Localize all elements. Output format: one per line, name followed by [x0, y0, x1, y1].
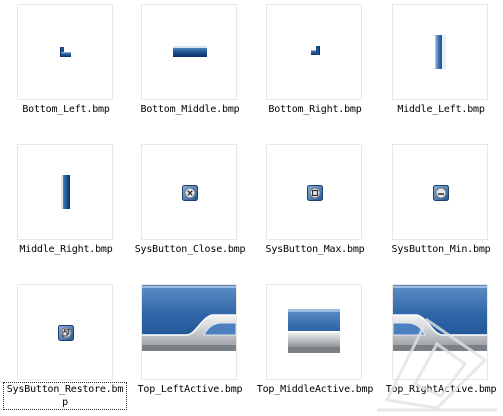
maximize-button-bitmap-icon [307, 185, 323, 201]
thumbnail-frame [141, 4, 237, 100]
file-tile[interactable]: Bottom_Middle.bmp [128, 0, 252, 136]
thumbnail-frame [266, 284, 362, 380]
thumbnail-frame [392, 4, 488, 100]
thumbnail-frame [392, 144, 488, 240]
top-middle-active-bitmap-icon [288, 309, 340, 353]
file-tile[interactable]: Top_MiddleActive.bmp [253, 280, 377, 416]
middle-right-bitmap-icon [61, 175, 70, 209]
restore-button-bitmap-icon [58, 325, 74, 341]
file-name: SysButton_Max.bmp [265, 244, 365, 255]
file-name: SysButton_Min.bmp [391, 244, 491, 255]
watermark-logo-icon [377, 317, 497, 412]
file-tile[interactable]: SysButton_Restore.bmp [3, 280, 128, 416]
middle-left-bitmap-icon [435, 35, 446, 69]
bottom-right-bitmap-icon [311, 46, 320, 55]
file-tile[interactable]: Middle_Right.bmp [4, 140, 128, 276]
top-left-active-bitmap-icon [142, 285, 236, 351]
file-name: Bottom_Left.bmp [22, 104, 110, 115]
file-name: SysButton_Close.bmp [134, 244, 246, 255]
file-tile[interactable]: Middle_Left.bmp [379, 0, 503, 136]
file-tile[interactable]: Bottom_Right.bmp [253, 0, 377, 136]
file-name: Top_MiddleActive.bmp [256, 384, 374, 395]
thumbnail-frame [17, 144, 113, 240]
file-tile[interactable]: SysButton_Max.bmp [253, 140, 377, 276]
file-tile[interactable]: SysButton_Min.bmp [379, 140, 503, 276]
file-name-selected[interactable]: SysButton_Restore.bmp [3, 382, 127, 410]
file-name: Top_RightActive.bmp [385, 384, 497, 395]
file-tile[interactable]: Bottom_Left.bmp [4, 0, 128, 136]
thumbnail-frame [17, 284, 113, 380]
file-name: Middle_Left.bmp [397, 104, 485, 115]
thumbnail-frame [266, 144, 362, 240]
bottom-left-bitmap-icon [60, 47, 71, 57]
thumbnail-frame [17, 4, 113, 100]
file-name: Bottom_Middle.bmp [140, 104, 240, 115]
file-name: Top_LeftActive.bmp [137, 384, 243, 395]
file-tile[interactable]: Top_LeftActive.bmp [128, 280, 252, 416]
file-name: Middle_Right.bmp [19, 244, 113, 255]
thumbnail-frame [141, 284, 237, 380]
minimize-button-bitmap-icon [433, 185, 449, 201]
close-button-bitmap-icon [182, 185, 198, 201]
bottom-middle-bitmap-icon [173, 46, 207, 57]
thumbnail-frame [141, 144, 237, 240]
thumbnail-frame [266, 4, 362, 100]
file-name: Bottom_Right.bmp [268, 104, 362, 115]
file-tile[interactable]: SysButton_Close.bmp [128, 140, 252, 276]
